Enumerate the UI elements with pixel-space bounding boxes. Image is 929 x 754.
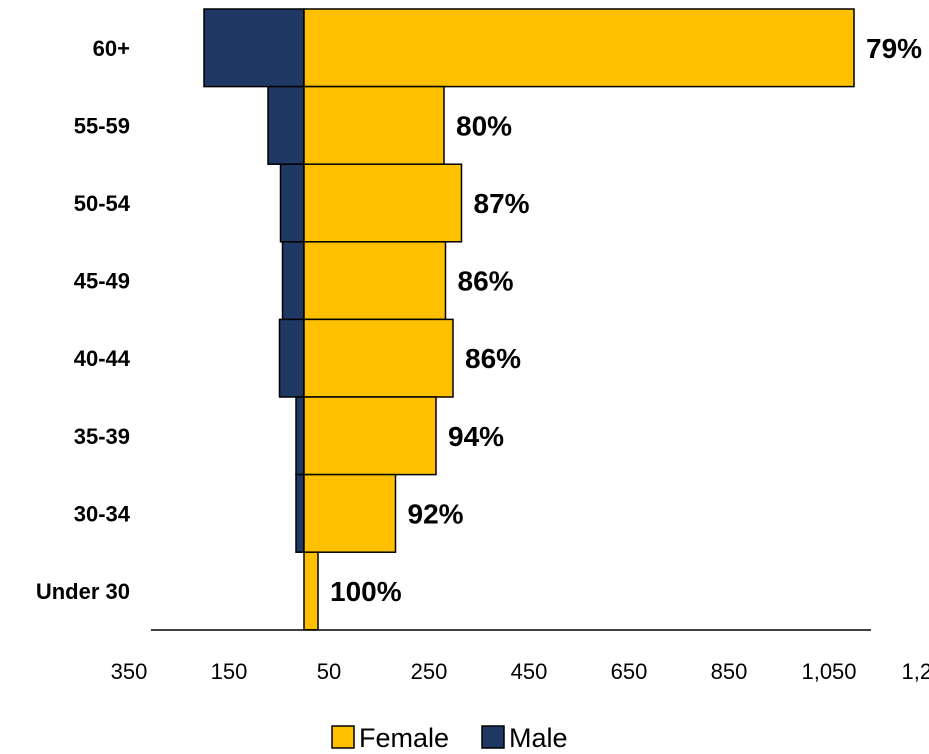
category-label-50-54: 50-54 (74, 191, 131, 216)
data-label-50-54: 87% (474, 188, 530, 219)
bar-female-60 (303, 8, 855, 88)
bar-male-35-39 (295, 396, 305, 476)
bar-male-55-59 (267, 85, 305, 165)
bar-male-45-49 (281, 241, 305, 321)
bar-male-50-54 (279, 163, 305, 243)
bars-layer (203, 8, 855, 631)
category-labels-layer: 60+ 55-59 50-54 45-49 40-44 35-39 30-34 Under 3… (36, 36, 131, 604)
legend-label-female: Female (359, 723, 449, 753)
bar-female-40-44 (303, 318, 454, 398)
x-tick-label: 1,250 (901, 659, 929, 684)
x-tick-label: 150 (211, 659, 248, 684)
data-label-45-49: 86% (458, 266, 514, 297)
category-label-under-30: Under 30 (36, 579, 130, 604)
bar-male-60 (203, 8, 305, 88)
x-tick-label: 50 (317, 659, 341, 684)
bar-female-50-54 (303, 163, 463, 243)
category-label-35-39: 35-39 (74, 424, 130, 449)
x-tick-labels: 350 150 50 250 450 650 850 1,050 1,250 (111, 659, 929, 684)
x-tick-label: 250 (411, 659, 448, 684)
data-label-30-34: 92% (408, 498, 464, 529)
data-label-55-59: 80% (456, 110, 512, 141)
bar-male-40-44 (278, 318, 305, 398)
bar-female-30-34 (303, 473, 397, 553)
legend: Female Male (331, 723, 568, 753)
bar-female-55-59 (303, 85, 445, 165)
category-label-45-49: 45-49 (74, 269, 130, 294)
x-tick-label: 650 (611, 659, 648, 684)
data-label-40-44: 86% (465, 343, 521, 374)
x-tick-label: 1,050 (801, 659, 856, 684)
bar-female-under-30 (303, 551, 319, 631)
data-labels-layer: 79% 80% 87% 86% 86% 94% 92% 100% (330, 33, 922, 607)
legend-label-male: Male (509, 723, 568, 753)
legend-swatch-female (331, 725, 355, 749)
data-label-under-30: 100% (330, 576, 402, 607)
x-tick-label: 350 (111, 659, 148, 684)
category-label-40-44: 40-44 (74, 346, 131, 371)
bar-male-30-34 (295, 473, 305, 553)
legend-swatch-male (481, 725, 505, 749)
bar-female-45-49 (303, 241, 447, 321)
bar-female-35-39 (303, 396, 437, 476)
category-label-55-59: 55-59 (74, 113, 130, 138)
data-label-35-39: 94% (448, 421, 504, 452)
data-label-60: 79% (866, 33, 922, 64)
x-tick-label: 450 (511, 659, 548, 684)
category-label-60: 60+ (93, 36, 130, 61)
x-tick-label: 850 (711, 659, 748, 684)
category-label-30-34: 30-34 (74, 501, 131, 526)
